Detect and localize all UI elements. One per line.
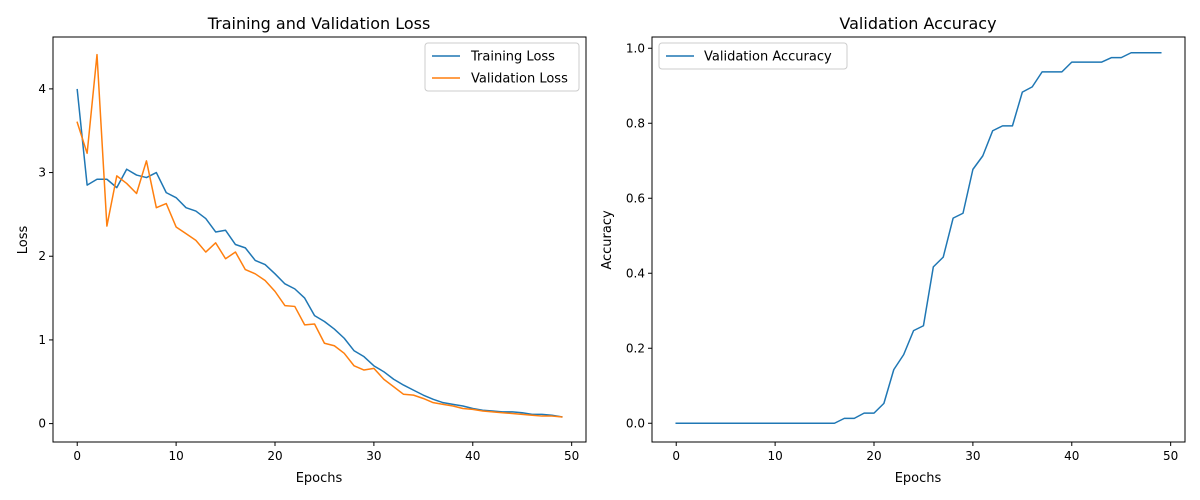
series-line-validation-loss	[76, 53, 563, 418]
accuracy-chart-ticks: 0 10 20 30 40 50 0.0 0.2 0.4 0.6 0.8 1.0	[626, 41, 1178, 463]
loss-chart-xtick-label: 20	[267, 449, 282, 463]
loss-chart-ytick-label: 0	[38, 417, 46, 431]
accuracy-chart-legend: Validation Accuracy	[658, 42, 848, 70]
accuracy-chart-ytick-label: 0.8	[626, 116, 645, 130]
accuracy-legend-box	[658, 42, 848, 70]
loss-chart-ytick-label: 3	[38, 166, 46, 180]
loss-chart-ticks: 0 10 20 30 40 50 0 1 2 3 4	[38, 82, 579, 463]
loss-chart-ytick-label: 4	[38, 82, 46, 96]
accuracy-chart: Validation Accuracy 0 10 20 30 40 50 0.0 0.2 0.4…	[600, 14, 1186, 486]
accuracy-chart-xtick-label: 10	[767, 449, 782, 463]
accuracy-chart-lines	[675, 52, 1162, 424]
loss-chart-xtick-label: 50	[564, 449, 579, 463]
accuracy-chart-xtick-label: 50	[1163, 449, 1178, 463]
loss-chart-title: Training and Validation Loss	[207, 14, 431, 33]
accuracy-chart-xtick-label: 40	[1064, 449, 1079, 463]
loss-chart-axes-frame	[52, 36, 587, 443]
loss-chart: Training and Validation Loss 0 10 20 30 40 50…	[16, 14, 587, 486]
accuracy-chart-ytick-label: 0.4	[626, 266, 645, 280]
accuracy-chart-ytick-label: 0.0	[626, 416, 645, 430]
loss-chart-xtick-label: 30	[366, 449, 381, 463]
loss-chart-legend: Training Loss Validation Loss	[424, 42, 580, 92]
accuracy-chart-xtick-label: 20	[866, 449, 881, 463]
legend-label-validation-accuracy: Validation Accuracy	[704, 50, 832, 65]
loss-chart-ytick-label: 1	[38, 333, 46, 347]
accuracy-chart-ylabel: Accuracy	[600, 210, 615, 270]
accuracy-chart-axes-frame	[651, 36, 1186, 443]
loss-legend-box	[424, 42, 580, 92]
series-line-training-loss	[76, 88, 563, 418]
series-line-validation-accuracy	[675, 52, 1162, 424]
legend-label-training-loss: Training Loss	[470, 50, 555, 65]
loss-chart-xtick-label: 10	[168, 449, 183, 463]
loss-chart-xlabel: Epochs	[296, 471, 343, 486]
accuracy-chart-title: Validation Accuracy	[839, 14, 996, 33]
loss-chart-ylabel: Loss	[16, 226, 31, 255]
loss-chart-xtick-label: 0	[73, 449, 81, 463]
accuracy-chart-ytick-label: 0.2	[626, 341, 645, 355]
accuracy-chart-ytick-label: 0.6	[626, 191, 645, 205]
accuracy-chart-ytick-label: 1.0	[626, 41, 645, 55]
loss-chart-ytick-label: 2	[38, 249, 46, 263]
loss-chart-lines	[76, 53, 563, 418]
accuracy-chart-xtick-label: 0	[672, 449, 680, 463]
loss-chart-xtick-label: 40	[465, 449, 480, 463]
accuracy-chart-xtick-label: 30	[965, 449, 980, 463]
legend-label-validation-loss: Validation Loss	[471, 72, 568, 87]
accuracy-chart-xlabel: Epochs	[895, 471, 942, 486]
